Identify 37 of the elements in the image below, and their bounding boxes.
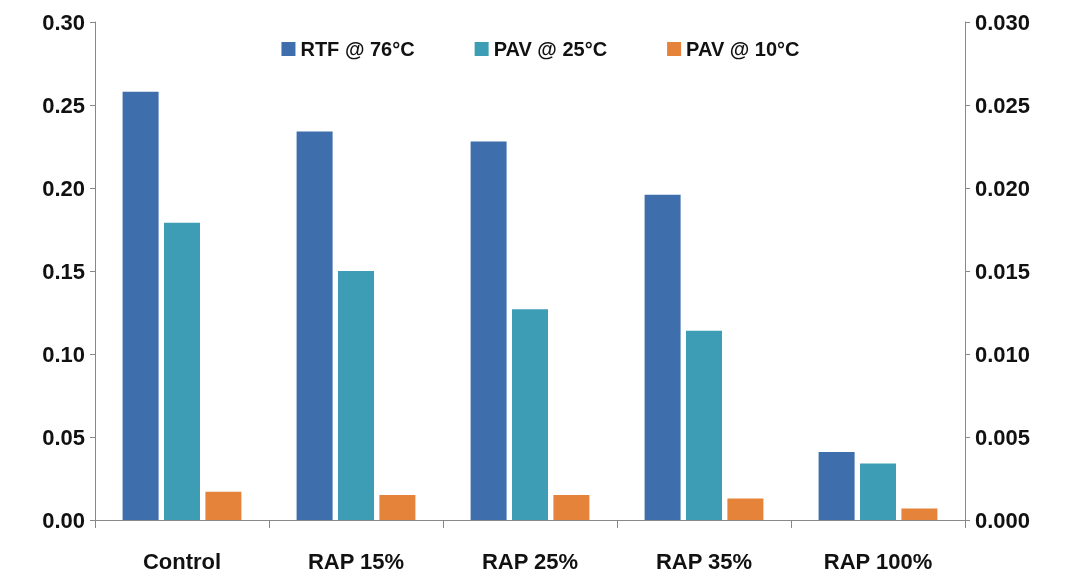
y2-tick-label: 0.000 bbox=[975, 507, 1031, 533]
bar bbox=[860, 463, 896, 520]
bar bbox=[818, 451, 855, 520]
legend-label: PAV @ 25°C bbox=[493, 38, 608, 60]
y-tick-label: 0.25 bbox=[42, 92, 85, 118]
bar bbox=[686, 330, 722, 520]
y2-tick-label: 0.015 bbox=[975, 258, 1031, 284]
bar bbox=[122, 91, 159, 520]
bar bbox=[470, 141, 507, 520]
y-tick-label: 0.20 bbox=[42, 175, 85, 201]
x-tick-label: Control bbox=[142, 548, 222, 574]
y2-tick-label: 0.030 bbox=[975, 9, 1031, 35]
x-tick-label: RAP 35% bbox=[655, 548, 753, 574]
legend-label: PAV @ 10°C bbox=[686, 38, 800, 60]
y2-tick-label: 0.010 bbox=[975, 341, 1031, 367]
y2-tick-label: 0.005 bbox=[975, 424, 1031, 450]
y-tick-label: 0.05 bbox=[42, 424, 85, 450]
y-tick-label: 0.00 bbox=[42, 507, 85, 533]
bar bbox=[644, 194, 681, 520]
y2-tick-label: 0.020 bbox=[975, 175, 1031, 201]
bar bbox=[901, 508, 938, 520]
y-tick-label: 0.15 bbox=[42, 258, 85, 284]
bar bbox=[164, 222, 200, 520]
bar bbox=[512, 309, 548, 520]
legend-label: RTF @ 76°C bbox=[300, 38, 415, 60]
bar bbox=[727, 498, 764, 520]
bar bbox=[296, 131, 333, 520]
x-tick-label: RAP 25% bbox=[481, 548, 579, 574]
bar bbox=[338, 271, 374, 520]
x-tick-label: RAP 100% bbox=[823, 548, 933, 574]
y-tick-label: 0.30 bbox=[42, 9, 85, 35]
bar bbox=[379, 495, 416, 520]
bar bbox=[205, 491, 242, 520]
x-tick-label: RAP 15% bbox=[307, 548, 405, 574]
y-tick-label: 0.10 bbox=[42, 341, 85, 367]
y2-tick-label: 0.025 bbox=[975, 92, 1031, 118]
bar bbox=[553, 495, 590, 520]
